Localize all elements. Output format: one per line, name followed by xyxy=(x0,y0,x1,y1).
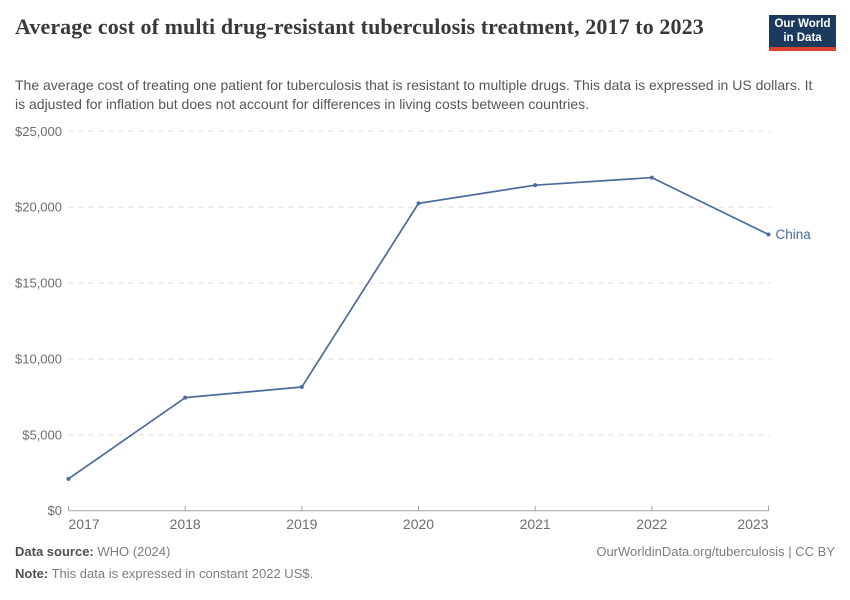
owid-logo-line1: Our World xyxy=(774,18,831,30)
license-link[interactable]: OurWorldinData.org/tuberculosis | CC BY xyxy=(596,544,835,559)
chart-footer: Data source: WHO (2024) OurWorldinData.o… xyxy=(15,544,835,581)
note-value: This data is expressed in constant 2022 … xyxy=(51,566,314,581)
data-point[interactable] xyxy=(66,476,71,481)
data-source: Data source: WHO (2024) xyxy=(15,544,170,559)
note: Note: This data is expressed in constant… xyxy=(15,566,835,581)
y-tick-label: $25,000 xyxy=(15,124,62,139)
y-tick-label: $10,000 xyxy=(15,351,62,366)
line-chart-svg[interactable]: $0 $5,000 $10,000 $15,000 $20,000 $25,000 2017… xyxy=(0,118,850,558)
x-tick-label: 2018 xyxy=(170,516,201,532)
line-chart[interactable]: $0 $5,000 $10,000 $15,000 $20,000 $25,000 2017… xyxy=(0,118,850,558)
x-tick-label: 2022 xyxy=(636,516,667,532)
data-point[interactable] xyxy=(299,385,304,390)
x-tick-label: 2019 xyxy=(286,516,317,532)
series-line[interactable] xyxy=(67,176,770,480)
x-tick-label: 2017 xyxy=(69,516,100,532)
data-source-value: WHO (2024) xyxy=(97,544,171,559)
x-tick-label: 2020 xyxy=(403,516,434,532)
data-point[interactable] xyxy=(533,183,538,188)
data-point[interactable] xyxy=(766,232,771,237)
owid-logo-line2: in Data xyxy=(783,31,822,44)
series-label: China xyxy=(776,227,812,242)
data-source-label: Data source: xyxy=(15,544,94,559)
y-tick-label: $0 xyxy=(48,503,62,518)
data-point[interactable] xyxy=(649,175,654,180)
y-tick-label: $20,000 xyxy=(15,200,62,215)
y-tick-label: $5,000 xyxy=(22,427,62,442)
x-tick-label: 2021 xyxy=(520,516,551,532)
data-point[interactable] xyxy=(416,201,421,206)
chart-subtitle: The average cost of treating one patient… xyxy=(15,77,813,112)
y-tick-label: $15,000 xyxy=(15,276,62,291)
chart-title: Average cost of multi drug-resistant tub… xyxy=(15,14,704,39)
x-tick-label: 2023 xyxy=(737,516,768,532)
data-point[interactable] xyxy=(183,395,188,400)
owid-logo[interactable]: Our World in Data xyxy=(769,15,836,51)
note-label: Note: xyxy=(15,566,49,581)
